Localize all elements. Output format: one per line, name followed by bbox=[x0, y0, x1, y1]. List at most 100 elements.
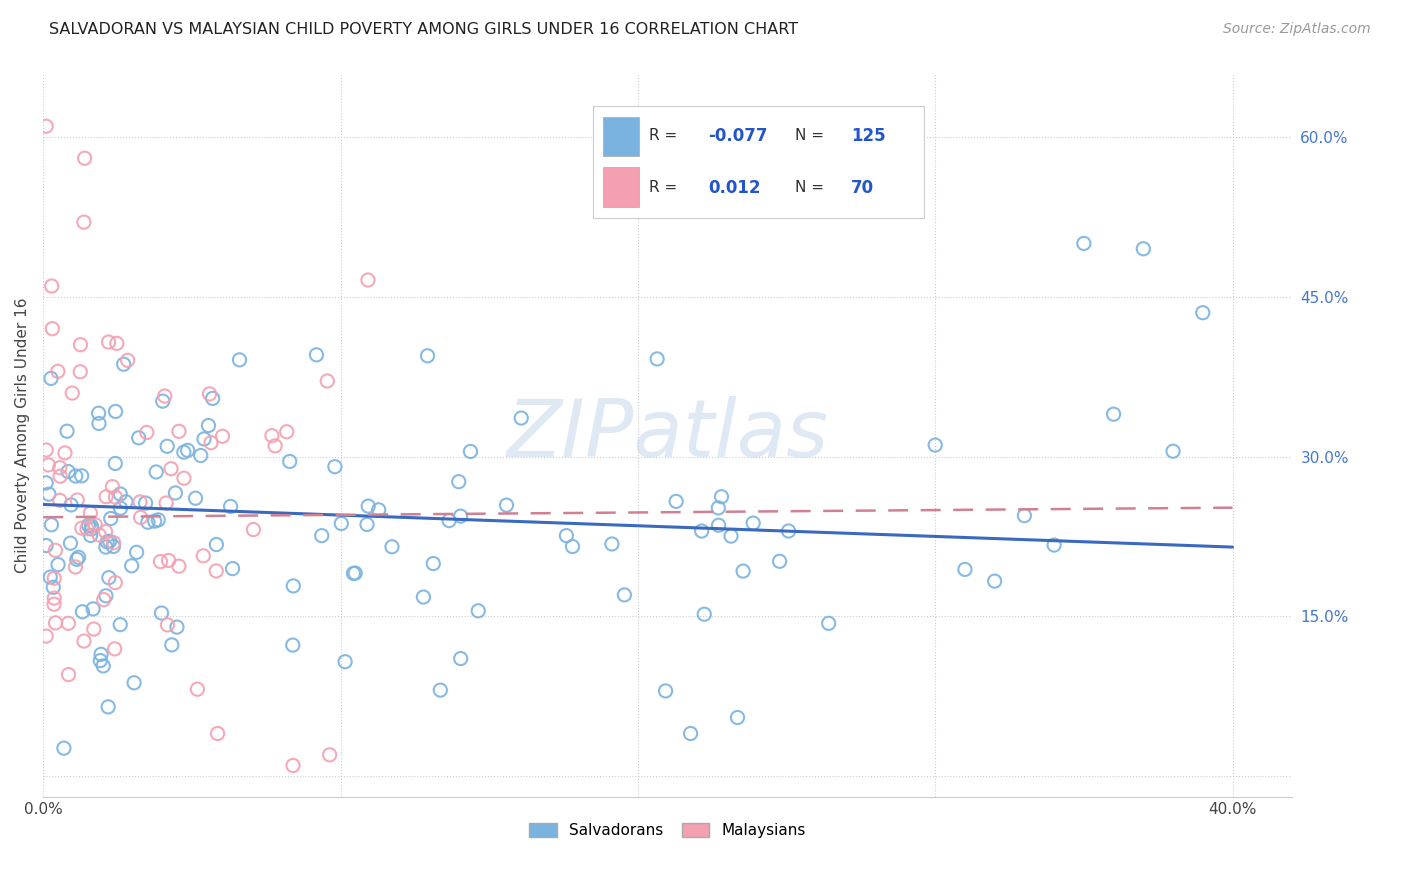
Point bbox=[52, 741, 75, 756]
Point bbox=[817, 616, 839, 631]
Point bbox=[1132, 242, 1154, 256]
Point bbox=[437, 514, 460, 528]
Point bbox=[1102, 407, 1125, 421]
Point bbox=[73, 634, 96, 648]
Y-axis label: Child Poverty Among Girls Under 16: Child Poverty Among Girls Under 16 bbox=[15, 297, 30, 573]
Point bbox=[1043, 538, 1066, 552]
Point bbox=[97, 571, 120, 585]
Point bbox=[91, 659, 114, 673]
Point bbox=[41, 517, 63, 532]
Point bbox=[150, 606, 173, 620]
Point bbox=[53, 446, 76, 460]
Point bbox=[96, 534, 118, 549]
Point bbox=[80, 522, 103, 536]
Point bbox=[693, 607, 716, 622]
Legend: Salvadorans, Malaysians: Salvadorans, Malaysians bbox=[523, 816, 811, 844]
Point bbox=[77, 518, 100, 533]
Point bbox=[94, 589, 117, 603]
Point bbox=[104, 457, 127, 471]
Point bbox=[207, 726, 229, 740]
Point bbox=[41, 279, 63, 293]
Point bbox=[79, 506, 101, 520]
Point bbox=[76, 522, 98, 536]
Point bbox=[710, 490, 733, 504]
Point bbox=[422, 557, 444, 571]
Point bbox=[357, 273, 380, 287]
Point bbox=[228, 352, 250, 367]
Point bbox=[73, 215, 96, 229]
Point bbox=[167, 559, 190, 574]
Point bbox=[44, 571, 66, 585]
Point bbox=[149, 555, 172, 569]
Point bbox=[156, 618, 179, 632]
Point bbox=[1073, 236, 1095, 251]
Point bbox=[679, 726, 702, 740]
Point bbox=[49, 469, 72, 483]
Point bbox=[305, 348, 328, 362]
Point bbox=[115, 494, 138, 508]
Point bbox=[44, 543, 66, 558]
Point bbox=[122, 675, 145, 690]
Point bbox=[276, 425, 298, 439]
Point bbox=[46, 558, 69, 572]
Point bbox=[59, 536, 82, 550]
Point bbox=[152, 394, 174, 409]
Point bbox=[110, 487, 132, 501]
Point bbox=[357, 499, 380, 513]
Point bbox=[186, 682, 208, 697]
Point bbox=[135, 496, 157, 510]
Point bbox=[35, 539, 58, 553]
Point bbox=[197, 418, 219, 433]
Point bbox=[173, 445, 195, 459]
Point bbox=[153, 389, 176, 403]
Point bbox=[66, 493, 89, 508]
Point bbox=[381, 540, 404, 554]
Point bbox=[190, 449, 212, 463]
Point bbox=[176, 443, 198, 458]
Point bbox=[117, 353, 139, 368]
Point bbox=[35, 442, 58, 457]
Point bbox=[97, 334, 120, 349]
Point bbox=[645, 351, 668, 366]
Point bbox=[953, 562, 976, 576]
Point bbox=[129, 495, 152, 509]
Point bbox=[600, 537, 623, 551]
Point bbox=[155, 496, 177, 510]
Point bbox=[35, 629, 58, 643]
Point bbox=[665, 494, 688, 508]
Point bbox=[42, 597, 65, 611]
Point bbox=[447, 475, 470, 489]
Point bbox=[66, 552, 89, 566]
Point bbox=[510, 411, 533, 425]
Point bbox=[323, 459, 346, 474]
Point bbox=[46, 364, 69, 378]
Point bbox=[429, 683, 451, 698]
Point bbox=[101, 480, 124, 494]
Point bbox=[201, 392, 224, 406]
Point bbox=[70, 521, 93, 535]
Point bbox=[108, 617, 131, 632]
Point bbox=[555, 528, 578, 542]
Point bbox=[39, 570, 62, 584]
Point bbox=[145, 465, 167, 479]
Point bbox=[412, 590, 434, 604]
Point bbox=[173, 471, 195, 485]
Point bbox=[193, 549, 215, 563]
Point bbox=[281, 638, 304, 652]
Point bbox=[318, 747, 340, 762]
Point bbox=[89, 528, 111, 542]
Point bbox=[104, 575, 127, 590]
Point bbox=[65, 560, 87, 574]
Point bbox=[35, 120, 58, 134]
Point bbox=[221, 561, 243, 575]
Point bbox=[333, 655, 356, 669]
Point bbox=[44, 615, 66, 630]
Point bbox=[690, 524, 713, 538]
Point bbox=[97, 699, 120, 714]
Point bbox=[39, 371, 62, 385]
Text: ZIPatlas: ZIPatlas bbox=[506, 396, 828, 475]
Point bbox=[983, 574, 1005, 589]
Text: SALVADORAN VS MALAYSIAN CHILD POVERTY AMONG GIRLS UNDER 16 CORRELATION CHART: SALVADORAN VS MALAYSIAN CHILD POVERTY AM… bbox=[49, 22, 799, 37]
Point bbox=[707, 500, 730, 515]
Point bbox=[103, 535, 125, 549]
